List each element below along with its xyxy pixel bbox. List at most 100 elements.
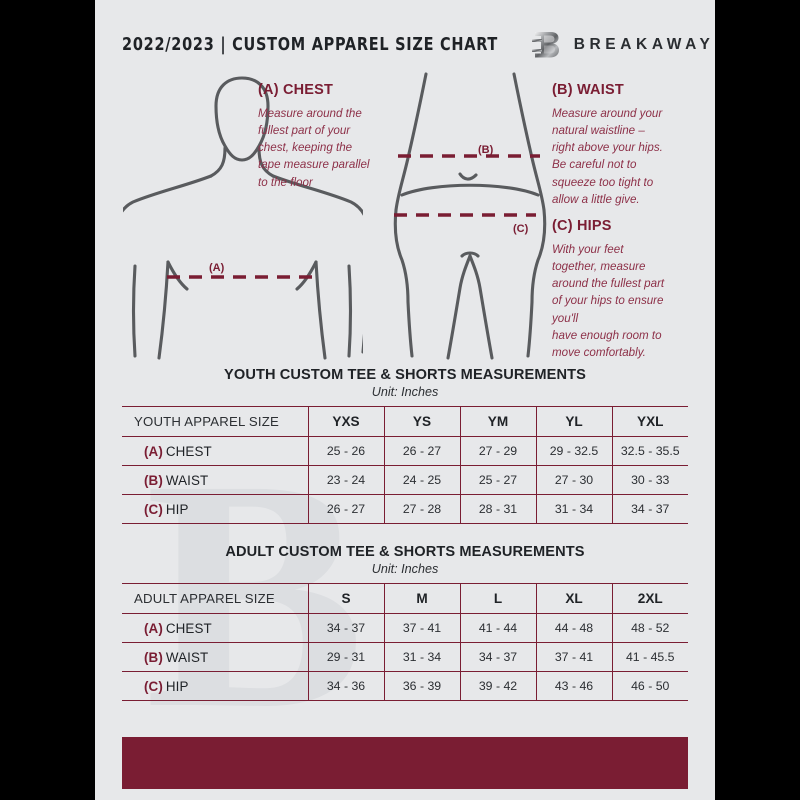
- adult-table-body: (A) CHEST 34 - 37 37 - 41 41 - 44 44 - 48…: [122, 613, 688, 701]
- adult-r0-c1: 37 - 41: [383, 613, 460, 643]
- youth-r2-c4: 34 - 37: [611, 494, 688, 524]
- youth-r1-c0: 23 - 24: [307, 465, 384, 495]
- youth-r0-c3: 29 - 32.5: [535, 436, 612, 466]
- adult-row-1-marker: (B): [144, 649, 163, 665]
- youth-col-2: YM: [459, 406, 536, 437]
- youth-r1-c2: 25 - 27: [459, 465, 536, 495]
- adult-r0-c0: 34 - 37: [307, 613, 384, 643]
- youth-row-0-marker: (A): [144, 443, 163, 459]
- note-waist-title: (B) WAIST: [552, 82, 624, 98]
- table-row: (A) CHEST 25 - 26 26 - 27 27 - 29 29 - 32…: [122, 436, 688, 466]
- youth-header-label: YOUTH APPAREL SIZE: [122, 406, 308, 437]
- note-waist: (B) WAIST Measure around your natural wa…: [552, 82, 704, 208]
- youth-r0-c2: 27 - 29: [459, 436, 536, 466]
- adult-col-1: M: [383, 583, 460, 614]
- adult-measurements-block: ADULT CUSTOM TEE & SHORTS MEASUREMENTS U…: [122, 544, 688, 701]
- adult-r2-c1: 36 - 39: [383, 671, 460, 701]
- table-row: (C) HIP 34 - 36 36 - 39 39 - 42 43 - 46 4…: [122, 671, 688, 701]
- youth-r0-c1: 26 - 27: [383, 436, 460, 466]
- adult-r2-c3: 43 - 46: [535, 671, 612, 701]
- note-hips: (C) HIPS With your feet together, measur…: [552, 218, 704, 361]
- note-hips-title: (C) HIPS: [552, 218, 612, 234]
- youth-measurements-block: YOUTH CUSTOM TEE & SHORTS MEASUREMENTS U…: [122, 367, 688, 524]
- adult-row-0-label: (A) CHEST: [122, 613, 308, 643]
- youth-table-title: YOUTH CUSTOM TEE & SHORTS MEASUREMENTS: [224, 367, 586, 383]
- youth-table-head: YOUTH APPAREL SIZE YXS YS YM YL YXL: [122, 406, 688, 437]
- brand-name: BREAKAWAY: [573, 36, 715, 53]
- youth-row-2-name: HIP: [165, 501, 189, 517]
- adult-table-head: ADULT APPAREL SIZE S M L XL 2XL: [122, 583, 688, 614]
- youth-table-unit: Unit: Inches: [371, 385, 439, 399]
- adult-r2-c4: 46 - 50: [611, 671, 688, 701]
- adult-r0-c3: 44 - 48: [535, 613, 612, 643]
- adult-col-0: S: [307, 583, 384, 614]
- adult-r2-c0: 34 - 36: [307, 671, 384, 701]
- adult-header-label: ADULT APPAREL SIZE: [122, 583, 308, 614]
- youth-r1-c4: 30 - 33: [611, 465, 688, 495]
- youth-header-row: YOUTH APPAREL SIZE YXS YS YM YL YXL: [122, 406, 688, 437]
- youth-col-4: YXL: [611, 406, 688, 437]
- adult-r1-c4: 41 - 45.5: [611, 642, 688, 672]
- adult-r1-c0: 29 - 31: [307, 642, 384, 672]
- adult-row-2-marker: (C): [144, 678, 163, 694]
- adult-r1-c1: 31 - 34: [383, 642, 460, 672]
- size-chart-page: B 2022/2023 | CUSTOM APPAREL SIZE CHART: [95, 0, 715, 800]
- footer-bar: [122, 737, 688, 789]
- youth-r2-c2: 28 - 31: [459, 494, 536, 524]
- table-row: (A) CHEST 34 - 37 37 - 41 41 - 44 44 - 48…: [122, 613, 688, 643]
- adult-r1-c3: 37 - 41: [535, 642, 612, 672]
- table-row: (B) WAIST 23 - 24 24 - 25 25 - 27 27 - 30…: [122, 465, 688, 495]
- note-chest: (A) CHEST Measure around the fullest par…: [258, 82, 410, 191]
- hip-marker-label: (C): [513, 223, 529, 235]
- youth-table-body: (A) CHEST 25 - 26 26 - 27 27 - 29 29 - 32…: [122, 436, 688, 524]
- upper-body-figure: [123, 76, 363, 360]
- youth-r0-c0: 25 - 26: [307, 436, 384, 466]
- adult-row-1-label: (B) WAIST: [122, 642, 308, 672]
- adult-table-title: ADULT CUSTOM TEE & SHORTS MEASUREMENTS: [225, 544, 585, 560]
- youth-row-1-label: (B) WAIST: [122, 465, 308, 495]
- youth-col-0: YXS: [307, 406, 384, 437]
- note-hips-body: With your feet together, measure around …: [552, 243, 665, 359]
- youth-r2-c3: 31 - 34: [535, 494, 612, 524]
- youth-col-1: YS: [383, 406, 460, 437]
- youth-row-0-name: CHEST: [165, 443, 212, 459]
- youth-row-0-label: (A) CHEST: [122, 436, 308, 466]
- brand-lockup: BREAKAWAY: [531, 29, 715, 61]
- measurement-illustrations: (A) (B) (C) (A) CHEST Measure around the…: [95, 70, 715, 360]
- adult-row-2-label: (C) HIP: [122, 671, 308, 701]
- page-title: 2022/2023 | CUSTOM APPAREL SIZE CHART: [122, 35, 499, 55]
- note-waist-body: Measure around your natural waistline – …: [552, 107, 663, 206]
- youth-row-2-marker: (C): [144, 501, 163, 517]
- page-header: 2022/2023 | CUSTOM APPAREL SIZE CHART: [95, 26, 715, 64]
- adult-r0-c2: 41 - 44: [459, 613, 536, 643]
- adult-r1-c2: 34 - 37: [459, 642, 536, 672]
- adult-r0-c4: 48 - 52: [611, 613, 688, 643]
- chest-marker-label: (A): [209, 262, 225, 274]
- adult-row-2-name: HIP: [165, 678, 189, 694]
- youth-col-3: YL: [535, 406, 612, 437]
- note-chest-title: (A) CHEST: [258, 82, 334, 98]
- youth-row-1-marker: (B): [144, 472, 163, 488]
- table-row: (C) HIP 26 - 27 27 - 28 28 - 31 31 - 34 3…: [122, 494, 688, 524]
- adult-r2-c2: 39 - 42: [459, 671, 536, 701]
- adult-row-1-name: WAIST: [165, 649, 209, 665]
- youth-r2-c0: 26 - 27: [307, 494, 384, 524]
- table-row: (B) WAIST 29 - 31 31 - 34 34 - 37 37 - 41…: [122, 642, 688, 672]
- youth-row-2-label: (C) HIP: [122, 494, 308, 524]
- adult-table-unit: Unit: Inches: [371, 562, 439, 576]
- adult-row-0-marker: (A): [144, 620, 163, 636]
- adult-col-4: 2XL: [611, 583, 688, 614]
- waist-marker-label: (B): [478, 144, 494, 156]
- adult-measurements-table: ADULT APPAREL SIZE S M L XL 2XL (A) CHEST…: [122, 583, 688, 701]
- adult-header-row: ADULT APPAREL SIZE S M L XL 2XL: [122, 583, 688, 614]
- breakaway-b-monogram-icon: [531, 32, 559, 58]
- youth-measurements-table: YOUTH APPAREL SIZE YXS YS YM YL YXL (A) C…: [122, 406, 688, 524]
- youth-r2-c1: 27 - 28: [383, 494, 460, 524]
- adult-col-3: XL: [535, 583, 612, 614]
- lower-body-figure: [393, 72, 547, 360]
- adult-row-0-name: CHEST: [165, 620, 212, 636]
- youth-r0-c4: 32.5 - 35.5: [611, 436, 688, 466]
- adult-col-2: L: [459, 583, 536, 614]
- youth-r1-c3: 27 - 30: [535, 465, 612, 495]
